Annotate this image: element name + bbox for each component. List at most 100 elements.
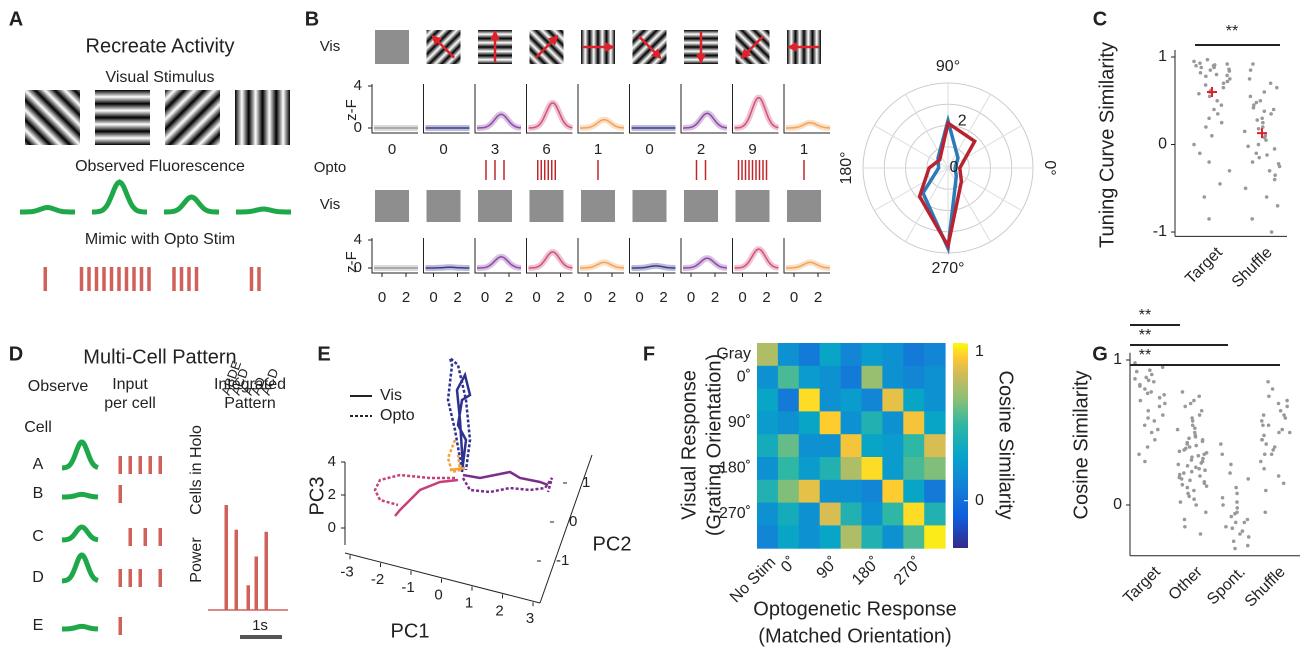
legend-lines	[350, 396, 372, 416]
point	[1255, 101, 1259, 105]
point	[1265, 153, 1269, 157]
grating	[165, 90, 220, 145]
panel-title: Multi-Cell Pattern	[83, 346, 236, 368]
y-tick-label: 1	[1113, 351, 1122, 368]
point	[1185, 441, 1189, 445]
point	[1259, 460, 1263, 464]
heatmap-cell	[862, 343, 883, 366]
point	[1139, 399, 1143, 403]
point	[1269, 112, 1273, 116]
spike-count: 6	[542, 141, 550, 158]
heatmap-cell	[778, 503, 799, 526]
x-tick-label: Target	[1120, 563, 1164, 607]
point	[1196, 454, 1200, 458]
stimulus	[684, 190, 718, 222]
label: Observe	[28, 378, 89, 395]
x-tick-label: 2	[814, 289, 822, 306]
tick-label: 2	[328, 486, 336, 503]
point	[1270, 452, 1274, 456]
point	[1219, 442, 1223, 446]
point	[1247, 535, 1251, 539]
label: Power	[188, 537, 205, 583]
heatmap-cell	[799, 389, 820, 412]
point	[1190, 470, 1194, 474]
point	[1225, 62, 1229, 66]
x-tick-label: 2	[556, 289, 564, 306]
spike-count: 1	[800, 141, 808, 158]
heatmap-cell	[841, 343, 862, 366]
heatmap-cell	[924, 343, 945, 366]
power-bar	[265, 532, 269, 610]
point	[1207, 116, 1211, 120]
point	[1183, 525, 1187, 529]
spike	[44, 267, 48, 291]
heatmap-cell	[778, 434, 799, 457]
spike	[187, 267, 191, 291]
label: Visual Stimulus	[105, 69, 214, 86]
point	[1262, 109, 1266, 113]
point	[1221, 496, 1225, 500]
y-tick-label: 0	[1113, 496, 1122, 513]
fluorescence-trace	[92, 182, 147, 212]
point	[1233, 512, 1237, 516]
heatmap-cell	[820, 366, 841, 389]
tick-label: -3	[340, 563, 353, 580]
heatmap-cell	[799, 343, 820, 366]
spike-count: 0	[388, 141, 396, 158]
heatmap-cell	[757, 343, 778, 366]
panel-letter: A	[9, 8, 23, 30]
heatmap-cell	[903, 457, 924, 480]
point	[1204, 83, 1208, 87]
point	[1218, 182, 1222, 186]
significance: **	[1139, 347, 1151, 364]
spike	[95, 267, 99, 291]
point	[1182, 471, 1186, 475]
point	[1250, 217, 1254, 221]
point	[1192, 489, 1196, 493]
point	[1238, 532, 1242, 536]
point	[1148, 368, 1152, 372]
point	[1228, 77, 1232, 81]
heatmap-cell	[924, 434, 945, 457]
point	[1146, 445, 1150, 449]
spike-count: 1	[594, 141, 602, 158]
heatmap-cell	[799, 525, 820, 548]
x-tick-label: 0	[635, 289, 643, 306]
spike	[80, 267, 84, 291]
heatmap-cell	[778, 366, 799, 389]
point	[1273, 178, 1277, 182]
panel-letter: D	[9, 343, 23, 365]
point	[1254, 151, 1258, 155]
angle-label: 0°	[1041, 160, 1058, 175]
point	[1276, 204, 1280, 208]
point	[1197, 92, 1201, 96]
point	[1243, 130, 1247, 134]
spike	[172, 267, 176, 291]
tick-label: 0	[569, 513, 577, 530]
point	[1251, 62, 1255, 66]
axis-label: (Matched Orientation)	[758, 625, 951, 647]
point	[1203, 468, 1207, 472]
point	[1213, 63, 1217, 67]
heatmap-cell	[799, 434, 820, 457]
spike	[250, 267, 254, 291]
axis-label: Optogenetic Response	[753, 598, 956, 620]
heatmap-cell	[778, 457, 799, 480]
spike-train	[172, 267, 198, 291]
spike-train	[44, 267, 48, 291]
cell-label: B	[33, 485, 44, 502]
point	[1153, 438, 1157, 442]
significance: **	[1226, 23, 1238, 40]
point	[1249, 68, 1253, 72]
heatmap-cell	[882, 411, 903, 434]
heatmap-cell	[841, 366, 862, 389]
point	[1198, 61, 1202, 65]
point	[1184, 447, 1188, 451]
point	[1199, 461, 1203, 465]
heatmap-cell	[757, 389, 778, 412]
point	[1192, 497, 1196, 501]
heatmap-cell	[903, 434, 924, 457]
point	[1177, 476, 1181, 480]
point	[1262, 413, 1266, 417]
point	[1133, 377, 1137, 381]
